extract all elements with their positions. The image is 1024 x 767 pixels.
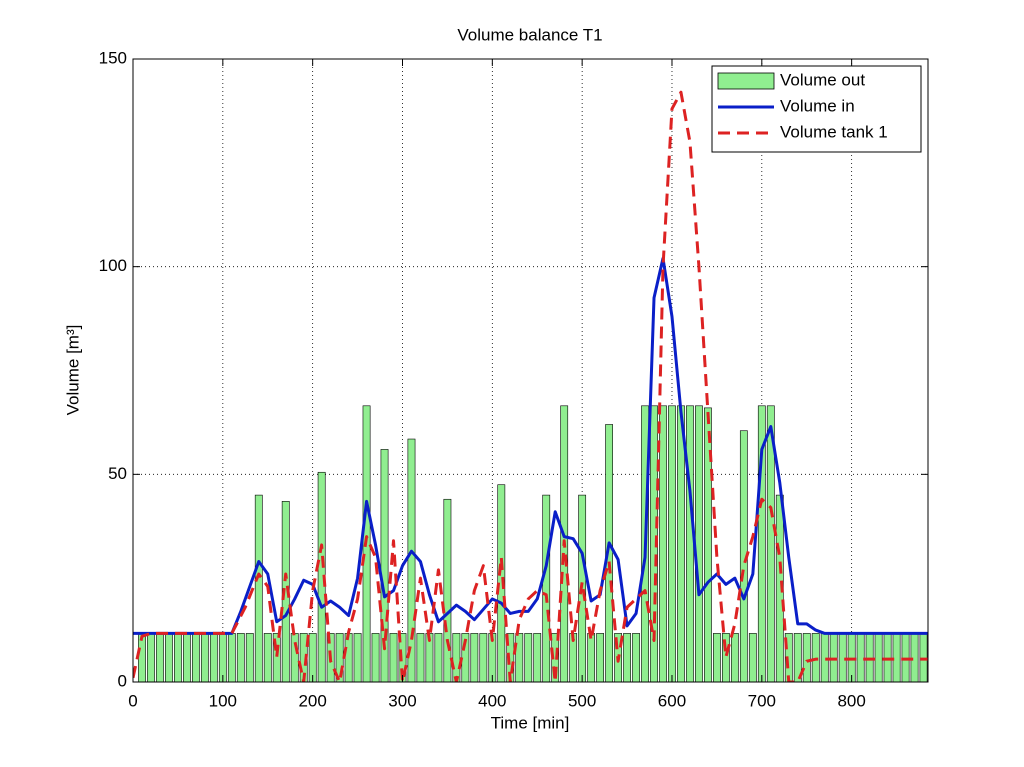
bar [344,633,353,682]
bar [183,633,191,682]
bar [704,407,712,682]
bar [227,633,236,682]
bar [272,633,281,682]
bar [443,498,452,682]
x-tick-label: 200 [298,691,326,710]
bar [200,633,209,682]
legend-label: Volume in [780,96,855,115]
x-tick-label: 300 [388,691,416,710]
plot-area [133,59,928,682]
bar [784,633,793,682]
bar [308,633,317,682]
bar [236,633,245,682]
bar [533,633,542,682]
y-tick-label: 0 [118,671,127,690]
bar [721,633,730,682]
bar [218,633,227,682]
bar [659,405,667,682]
y-tick-label: 150 [99,48,127,67]
bar [766,405,775,682]
bar [748,633,757,682]
bar [353,633,362,682]
x-tick-label: 500 [568,691,596,710]
bar [793,633,802,682]
x-axis-label: Time [min] [491,713,570,732]
bar [668,405,676,682]
ticks: 0 100 200 300 400 500 600 700 800 0 50 100 150 [99,48,928,710]
bar [174,633,182,682]
bar [245,633,254,682]
bar [263,633,272,682]
x-tick-label: 400 [478,691,506,710]
bar [515,633,524,682]
y-tick-label: 50 [108,464,127,483]
bar [713,633,721,682]
bar [587,633,596,682]
bar [802,633,811,682]
bar [398,633,407,682]
bar [371,633,380,682]
bar [389,633,398,682]
y-tick-label: 100 [99,256,127,275]
bar [596,633,605,682]
bar [623,633,631,682]
data [133,90,928,682]
bar [380,449,389,682]
legend: Volume out Volume in Volume tank 1 [711,65,922,153]
bar [165,633,173,682]
bar [730,633,739,682]
bar [695,405,703,682]
bar [874,633,883,682]
bar [191,633,200,682]
bar [542,494,551,682]
bar [290,633,299,682]
bar [434,633,443,682]
x-tick-label: 100 [209,691,237,710]
x-tick-label: 700 [748,691,776,710]
x-tick-label: 600 [658,691,686,710]
x-tick-label: 0 [128,691,137,710]
bar [524,633,533,682]
legend-label: Volume tank 1 [780,122,888,141]
bar [156,633,164,682]
x-tick-label: 800 [837,691,865,710]
bar [147,633,155,682]
bar [856,633,865,682]
line [133,90,928,682]
bar [209,633,218,682]
bar [686,405,694,682]
bar [632,633,640,682]
bar [506,633,515,682]
bar [407,438,416,682]
legend-swatch [717,72,775,90]
bar [605,424,613,682]
bar [479,633,488,682]
legend-label: Volume out [780,70,865,89]
bar [757,405,766,682]
bar [254,494,263,682]
y-axis-label: Volume [m³] [63,325,82,416]
chart-title: Volume balance T1 [457,25,602,44]
bar [452,633,461,682]
bar [470,633,479,682]
bar [416,633,425,682]
axes-box [132,58,929,683]
